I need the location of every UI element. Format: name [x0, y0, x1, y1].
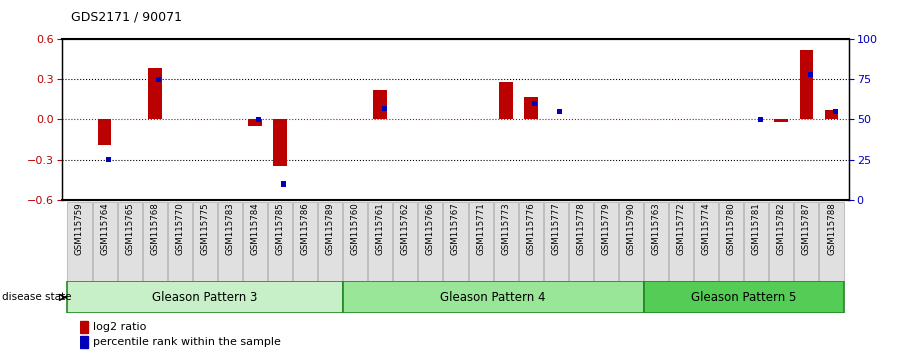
FancyBboxPatch shape	[619, 202, 643, 281]
Text: GSM115785: GSM115785	[275, 202, 284, 255]
Text: GSM115790: GSM115790	[627, 202, 636, 255]
FancyBboxPatch shape	[694, 202, 718, 281]
Bar	[106, 157, 111, 162]
FancyBboxPatch shape	[193, 202, 217, 281]
Bar	[80, 321, 88, 333]
FancyBboxPatch shape	[168, 202, 192, 281]
Text: GSM115788: GSM115788	[827, 202, 836, 255]
FancyBboxPatch shape	[343, 202, 367, 281]
Text: GSM115764: GSM115764	[100, 202, 109, 255]
Text: GSM115765: GSM115765	[125, 202, 134, 255]
Text: GSM115761: GSM115761	[376, 202, 384, 255]
FancyBboxPatch shape	[394, 202, 417, 281]
FancyBboxPatch shape	[794, 202, 818, 281]
Bar	[80, 336, 88, 348]
FancyBboxPatch shape	[118, 202, 142, 281]
Text: GSM115787: GSM115787	[802, 202, 811, 255]
Text: GSM115772: GSM115772	[677, 202, 686, 255]
Text: GSM115762: GSM115762	[401, 202, 410, 255]
Bar	[156, 76, 161, 82]
Bar	[774, 120, 788, 122]
Text: GSM115771: GSM115771	[476, 202, 485, 255]
Text: GSM115774: GSM115774	[701, 202, 711, 255]
Bar	[824, 110, 838, 120]
Text: GSM115775: GSM115775	[200, 202, 210, 255]
Text: GSM115779: GSM115779	[601, 202, 610, 255]
Text: GDS2171 / 90071: GDS2171 / 90071	[71, 11, 182, 24]
Text: GSM115768: GSM115768	[150, 202, 159, 255]
FancyBboxPatch shape	[820, 202, 844, 281]
Text: GSM115776: GSM115776	[527, 202, 535, 255]
Text: GSM115767: GSM115767	[451, 202, 460, 255]
FancyBboxPatch shape	[669, 202, 693, 281]
Text: GSM115784: GSM115784	[251, 202, 260, 255]
Bar	[97, 120, 111, 145]
Text: GSM115780: GSM115780	[727, 202, 736, 255]
Text: GSM115766: GSM115766	[426, 202, 435, 255]
Text: Gleason Pattern 4: Gleason Pattern 4	[440, 291, 546, 304]
FancyBboxPatch shape	[93, 202, 117, 281]
Text: percentile rank within the sample: percentile rank within the sample	[93, 337, 281, 347]
FancyBboxPatch shape	[444, 202, 467, 281]
Bar	[256, 117, 261, 122]
Text: GSM115773: GSM115773	[501, 202, 510, 255]
FancyBboxPatch shape	[67, 202, 91, 281]
FancyBboxPatch shape	[769, 202, 793, 281]
FancyBboxPatch shape	[744, 202, 768, 281]
Text: GSM115763: GSM115763	[651, 202, 660, 255]
FancyBboxPatch shape	[418, 202, 443, 281]
Bar	[524, 97, 537, 120]
Bar	[557, 109, 562, 114]
Bar	[273, 120, 287, 166]
FancyBboxPatch shape	[343, 281, 643, 313]
Text: Gleason Pattern 3: Gleason Pattern 3	[152, 291, 258, 304]
Text: GSM115759: GSM115759	[75, 202, 84, 255]
FancyBboxPatch shape	[318, 202, 343, 281]
Bar	[281, 181, 286, 187]
Bar	[374, 90, 387, 120]
Text: GSM115770: GSM115770	[175, 202, 184, 255]
FancyBboxPatch shape	[518, 202, 543, 281]
FancyBboxPatch shape	[218, 202, 242, 281]
Bar	[833, 109, 838, 114]
FancyBboxPatch shape	[468, 202, 493, 281]
FancyBboxPatch shape	[494, 202, 517, 281]
Bar	[148, 68, 161, 120]
FancyBboxPatch shape	[143, 202, 167, 281]
FancyBboxPatch shape	[544, 202, 568, 281]
FancyBboxPatch shape	[293, 202, 317, 281]
Text: Gleason Pattern 5: Gleason Pattern 5	[691, 291, 796, 304]
Bar	[808, 72, 813, 77]
FancyBboxPatch shape	[243, 202, 267, 281]
FancyBboxPatch shape	[644, 202, 668, 281]
Bar	[532, 101, 537, 106]
Text: disease state: disease state	[2, 292, 71, 302]
Bar	[382, 105, 386, 111]
Text: GSM115783: GSM115783	[225, 202, 234, 255]
Bar	[248, 120, 261, 126]
Text: GSM115781: GSM115781	[752, 202, 761, 255]
FancyBboxPatch shape	[268, 202, 292, 281]
FancyBboxPatch shape	[643, 281, 844, 313]
Bar	[498, 82, 513, 120]
Text: GSM115777: GSM115777	[551, 202, 560, 255]
Text: GSM115778: GSM115778	[577, 202, 586, 255]
Text: log2 ratio: log2 ratio	[93, 322, 147, 332]
Bar	[758, 117, 763, 122]
Text: GSM115786: GSM115786	[301, 202, 310, 255]
Bar	[800, 50, 814, 120]
Text: GSM115760: GSM115760	[351, 202, 360, 255]
FancyBboxPatch shape	[719, 202, 743, 281]
FancyBboxPatch shape	[67, 281, 343, 313]
FancyBboxPatch shape	[368, 202, 393, 281]
Text: GSM115782: GSM115782	[777, 202, 786, 255]
FancyBboxPatch shape	[568, 202, 593, 281]
FancyBboxPatch shape	[594, 202, 618, 281]
Text: GSM115789: GSM115789	[325, 202, 334, 255]
